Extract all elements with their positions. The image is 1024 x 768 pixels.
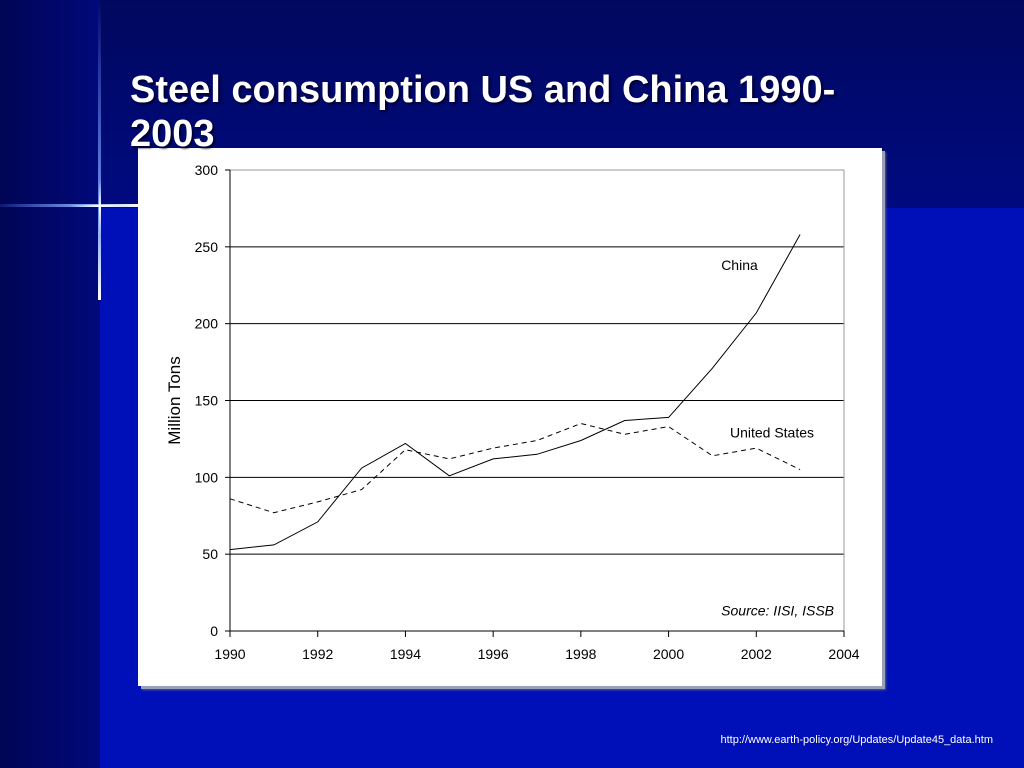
slide-title: Steel consumption US and China 1990-2003 <box>130 69 836 155</box>
background-left-panel <box>0 0 100 768</box>
sparkle-icon-horizontal <box>70 205 130 207</box>
y-tick-label: 100 <box>195 469 219 485</box>
line-chart: 0 50 100 150 200 250 300 1990 1992 1994 1996 1998 20… <box>165 162 860 662</box>
chart-panel: 0 50 100 150 200 250 300 1990 1992 1994 1996 1998 20… <box>138 148 882 686</box>
y-tick-label: 250 <box>195 239 219 255</box>
x-tick-label: 2002 <box>741 646 772 662</box>
y-tick-label: 200 <box>195 316 219 332</box>
decorative-vertical-line <box>98 0 101 300</box>
x-tick-label: 1996 <box>478 646 509 662</box>
series-line-united-states <box>229 422 801 514</box>
y-tick-label: 50 <box>202 546 218 562</box>
x-tick-label: 1994 <box>390 646 421 662</box>
x-tick-label: 2004 <box>828 646 859 662</box>
source-note: Source: IISI, ISSB <box>721 603 834 619</box>
x-tick-label: 1992 <box>302 646 333 662</box>
x-tick-label: 1998 <box>565 646 596 662</box>
y-tick-label: 0 <box>210 623 218 639</box>
source-url-link[interactable]: http://www.earth-policy.org/Updates/Upda… <box>720 734 993 746</box>
y-axis-title: Million Tons <box>165 356 184 445</box>
series-line-china <box>229 234 801 551</box>
series-label-china: China <box>721 257 758 273</box>
x-tick-label: 1990 <box>214 646 245 662</box>
sparkle-icon <box>99 180 101 236</box>
y-tick-label: 150 <box>195 393 219 409</box>
y-tick-label: 300 <box>195 162 219 178</box>
series-label-united-states: United States <box>730 424 814 440</box>
x-tick-label: 2000 <box>653 646 684 662</box>
